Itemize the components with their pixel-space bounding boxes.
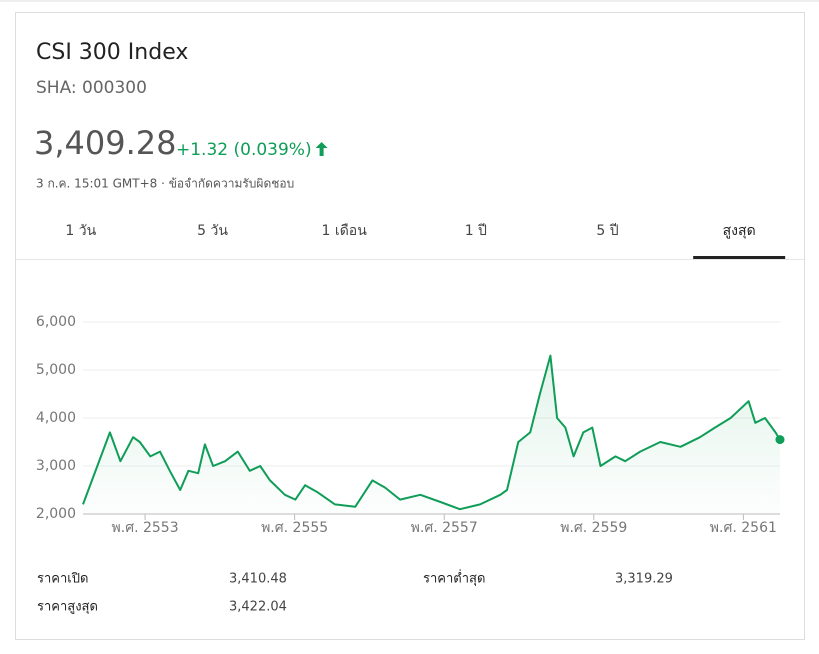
- x-tick-label: พ.ศ. 2553: [112, 520, 179, 536]
- stat-value: 3,422.04: [229, 600, 287, 615]
- up-arrow: [315, 142, 328, 156]
- y-tick-label: 6,000: [36, 314, 76, 330]
- tab-underline: [693, 256, 786, 259]
- x-tick-label: พ.ศ. 2555: [261, 520, 328, 536]
- stat-value: 3,410.48: [229, 572, 287, 587]
- stat-label: ราคาสูงสุด: [37, 600, 98, 615]
- x-tick-label: พ.ศ. 2559: [560, 520, 627, 536]
- y-tick-label: 3,000: [36, 458, 76, 474]
- y-tick-label: 5,000: [36, 362, 76, 378]
- stat-value: 3,319.29: [615, 572, 673, 587]
- tab[interactable]: 1 ปี: [465, 223, 487, 239]
- tab[interactable]: 1 วัน: [65, 223, 96, 239]
- x-tick-label: พ.ศ. 2557: [411, 520, 478, 536]
- timestamp: 3 ก.ค. 15:01 GMT+8 · ข้อจำกัดความรับผิดช…: [36, 177, 294, 191]
- change: +1.32 (0.039%): [176, 140, 312, 160]
- price: 3,409.28: [34, 124, 177, 162]
- stat-label: ราคาเปิด: [37, 572, 88, 587]
- area: [83, 355, 780, 514]
- card: [15, 12, 805, 640]
- last-point: [775, 435, 785, 445]
- title: CSI 300 Index: [36, 40, 188, 65]
- stat-label: ราคาต่ำสุด: [423, 570, 485, 587]
- y-tick-label: 4,000: [36, 410, 76, 426]
- x-tick-label: พ.ศ. 2561: [710, 520, 777, 536]
- tab[interactable]: สูงสุด: [723, 223, 756, 239]
- tab[interactable]: 5 วัน: [197, 223, 228, 239]
- ticker: SHA: 000300: [36, 78, 147, 98]
- y-tick-label: 2,000: [36, 506, 76, 522]
- tab[interactable]: 5 ปี: [596, 223, 618, 239]
- price-line: [82, 354, 781, 511]
- tab[interactable]: 1 เดือน: [322, 223, 368, 239]
